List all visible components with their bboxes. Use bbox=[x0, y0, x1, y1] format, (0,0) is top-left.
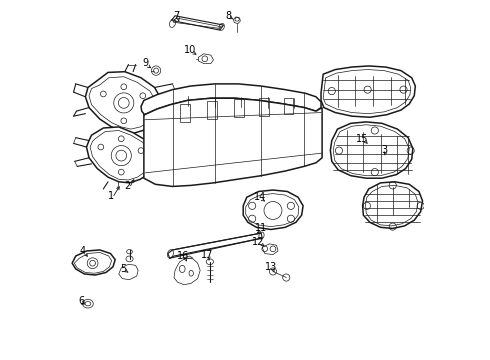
Text: 6: 6 bbox=[79, 296, 85, 306]
Polygon shape bbox=[243, 190, 303, 229]
Polygon shape bbox=[198, 54, 214, 63]
Polygon shape bbox=[85, 72, 162, 134]
Polygon shape bbox=[119, 264, 138, 280]
Polygon shape bbox=[72, 250, 115, 275]
Polygon shape bbox=[262, 244, 278, 255]
Text: 14: 14 bbox=[254, 192, 266, 202]
Text: 11: 11 bbox=[255, 224, 267, 233]
Polygon shape bbox=[330, 122, 413, 178]
Text: 8: 8 bbox=[225, 11, 232, 21]
Text: 3: 3 bbox=[381, 144, 387, 154]
Text: 4: 4 bbox=[80, 246, 86, 256]
Polygon shape bbox=[141, 84, 321, 115]
Polygon shape bbox=[174, 258, 200, 285]
Polygon shape bbox=[182, 256, 193, 258]
Text: 2: 2 bbox=[124, 181, 130, 192]
Polygon shape bbox=[172, 16, 223, 30]
Polygon shape bbox=[168, 233, 262, 258]
Polygon shape bbox=[144, 98, 322, 186]
Text: 13: 13 bbox=[265, 262, 277, 272]
Text: 9: 9 bbox=[142, 58, 148, 68]
Text: 1: 1 bbox=[107, 191, 114, 201]
Polygon shape bbox=[363, 182, 422, 228]
Text: 10: 10 bbox=[184, 45, 196, 55]
Polygon shape bbox=[321, 66, 416, 117]
Polygon shape bbox=[234, 17, 240, 24]
Text: 12: 12 bbox=[252, 237, 265, 247]
Text: 17: 17 bbox=[201, 250, 213, 260]
Text: 16: 16 bbox=[177, 251, 190, 261]
Text: 5: 5 bbox=[121, 264, 127, 274]
Text: 15: 15 bbox=[356, 134, 369, 144]
Text: 7: 7 bbox=[173, 11, 179, 21]
Polygon shape bbox=[87, 127, 155, 183]
